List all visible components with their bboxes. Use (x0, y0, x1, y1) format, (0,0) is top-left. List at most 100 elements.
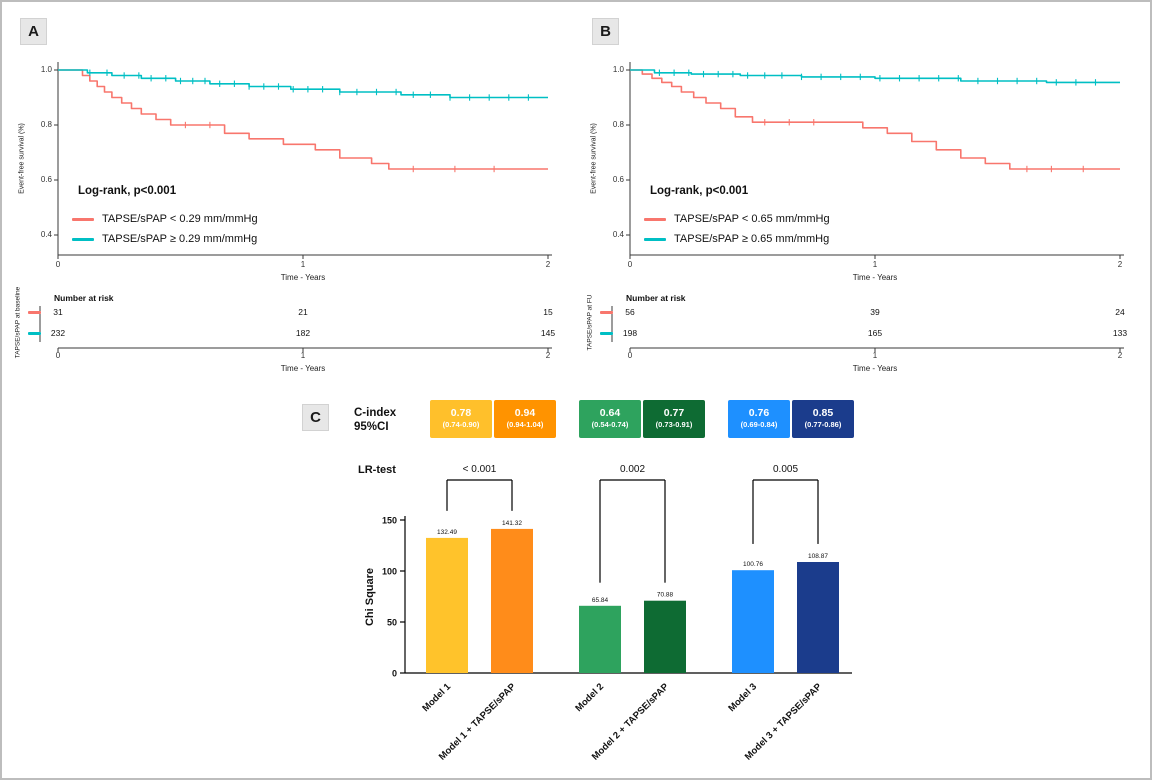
x-tick-label: 2 (1117, 260, 1123, 269)
panel-b-risk-title: Number at risk (626, 293, 686, 303)
svg-text:0: 0 (392, 669, 397, 679)
c-index-title-line1: C-index (354, 407, 397, 419)
x-tick-label: 1 (872, 260, 878, 269)
svg-text:Model 2 + TAPSE/sPAP: Model 2 + TAPSE/sPAP (590, 681, 672, 763)
legend-label: TAPSE/sPAP < 0.65 mm/mmHg (674, 213, 830, 225)
svg-text:0.005: 0.005 (773, 464, 798, 475)
legend-item: TAPSE/sPAP ≥ 0.29 mm/mmHg (72, 232, 258, 246)
panel-b-risk-axis-label: TAPSE/sPAP at FU (586, 294, 594, 351)
svg-text:108.87: 108.87 (808, 553, 828, 560)
c-index-ci: (0.74-0.90) (442, 420, 480, 429)
panel-a-x-axis-title: Time - Years (280, 273, 326, 282)
risk-x-tick-label: 2 (1117, 351, 1123, 360)
svg-text:70.88: 70.88 (657, 592, 674, 599)
y-tick-label: 1.0 (612, 65, 624, 74)
panel-b-y-axis-title: Event-free survival (%) (590, 123, 598, 194)
risk-count: 133 (1112, 328, 1128, 338)
panel-b-legend: TAPSE/sPAP < 0.65 mm/mmHg TAPSE/sPAP ≥ 0… (644, 212, 830, 246)
legend-line-swatch (72, 237, 94, 241)
panel-a-km-plot (39, 62, 552, 352)
c-index-box-model2: 0.64 (0.54-0.74) (579, 400, 641, 438)
legend-line-swatch (72, 217, 94, 221)
y-tick-label: 0.4 (612, 230, 624, 239)
panel-b: B Event-free survival (%) 1.0 0.8 0.6 0.… (582, 10, 1147, 384)
risk-count: 182 (295, 328, 311, 338)
risk-row-marker (600, 332, 613, 335)
c-index-ci: (0.94-1.04) (506, 420, 544, 429)
svg-text:Model 1 + TAPSE/sPAP: Model 1 + TAPSE/sPAP (437, 681, 519, 763)
y-tick-label: 0.8 (40, 120, 52, 129)
risk-count: 232 (50, 328, 66, 338)
c-index-value: 0.77 (663, 407, 685, 419)
panel-b-x-axis-title: Time - Years (852, 273, 898, 282)
svg-text:150: 150 (382, 516, 397, 526)
panel-a-risk-axis-label: TAPSE/sPAP at baseline (14, 286, 22, 359)
c-index-box-model3-tapse: 0.85 (0.77-0.86) (792, 400, 854, 438)
c-index-box-model1-tapse: 0.94 (0.94-1.04) (494, 400, 556, 438)
panel-c-bar-chart: 0 50 100 150 132.49 Model 1 141.32 Model 1 + TA… (382, 464, 852, 763)
c-index-ci: (0.69-0.84) (740, 420, 778, 429)
legend-item: TAPSE/sPAP < 0.65 mm/mmHg (644, 212, 830, 226)
y-tick-label: 0.6 (612, 175, 624, 184)
svg-text:Model 3 + TAPSE/sPAP: Model 3 + TAPSE/sPAP (743, 681, 825, 763)
legend-label: TAPSE/sPAP ≥ 0.29 mm/mmHg (102, 233, 258, 245)
svg-text:0.002: 0.002 (620, 464, 645, 475)
legend-item: TAPSE/sPAP ≥ 0.65 mm/mmHg (644, 232, 830, 246)
svg-text:65.84: 65.84 (592, 597, 609, 604)
c-index-title: C-index 95%CI (354, 406, 396, 434)
panel-a-risk-x-axis-title: Time - Years (280, 364, 326, 373)
c-index-value: 0.78 (450, 407, 472, 419)
y-tick-label: 0.8 (612, 120, 624, 129)
risk-x-tick-label: 2 (545, 351, 551, 360)
risk-row-marker (28, 311, 41, 314)
panel-a-risk-title: Number at risk (54, 293, 114, 303)
x-tick-label: 0 (55, 260, 61, 269)
risk-count: 24 (1115, 307, 1125, 317)
risk-count: 145 (540, 328, 556, 338)
c-index-title-line2: 95%CI (354, 421, 389, 433)
c-index-box-model3: 0.76 (0.69-0.84) (728, 400, 790, 438)
c-index-ci: (0.73-0.91) (655, 420, 693, 429)
panel-a-legend: TAPSE/sPAP < 0.29 mm/mmHg TAPSE/sPAP ≥ 0… (72, 212, 258, 246)
svg-text:132.49: 132.49 (437, 529, 457, 536)
svg-text:141.32: 141.32 (502, 520, 522, 527)
risk-row-marker (600, 311, 613, 314)
y-tick-label: 0.4 (40, 230, 52, 239)
legend-label: TAPSE/sPAP < 0.29 mm/mmHg (102, 213, 258, 225)
svg-text:Model 3: Model 3 (726, 681, 759, 714)
panel-b-risk-x-axis-title: Time - Years (852, 364, 898, 373)
risk-x-tick-label: 0 (55, 351, 61, 360)
y-tick-label: 1.0 (40, 65, 52, 74)
risk-count: 39 (870, 307, 880, 317)
panel-c: C C-index 95%CI 0.78 (0.74-0.90) 0.94 (0… (300, 392, 865, 778)
risk-x-tick-label: 0 (627, 351, 633, 360)
legend-line-swatch (644, 237, 666, 241)
risk-count: 15 (543, 307, 553, 317)
risk-count: 56 (625, 307, 635, 317)
c-index-ci: (0.77-0.86) (804, 420, 842, 429)
risk-x-tick-label: 1 (872, 351, 878, 360)
c-index-value: 0.76 (748, 407, 770, 419)
panel-a: A Event-free survival (%) 1.0 0.8 0.6 0.… (10, 10, 575, 384)
x-tick-label: 0 (627, 260, 633, 269)
panel-b-km-plot (611, 62, 1124, 352)
svg-text:100: 100 (382, 567, 397, 577)
risk-count: 198 (622, 328, 638, 338)
legend-label: TAPSE/sPAP ≥ 0.65 mm/mmHg (674, 233, 830, 245)
x-tick-label: 1 (300, 260, 306, 269)
c-index-ci: (0.54-0.74) (591, 420, 629, 429)
risk-count: 31 (53, 307, 63, 317)
panel-a-label: A (20, 18, 47, 45)
c-index-value: 0.94 (514, 407, 536, 419)
lr-test-label: LR-test (358, 464, 396, 476)
legend-line-swatch (644, 217, 666, 221)
risk-count: 21 (298, 307, 308, 317)
panel-b-logrank-annotation: Log-rank, p<0.001 (650, 185, 749, 197)
svg-text:50: 50 (387, 618, 397, 628)
svg-text:100.76: 100.76 (743, 561, 763, 568)
c-index-boxes: 0.78 (0.74-0.90) 0.94 (0.94-1.04) 0.64 (… (430, 400, 856, 438)
svg-text:Model 1: Model 1 (420, 681, 453, 714)
panel-b-label: B (592, 18, 619, 45)
panel-c-label: C (302, 404, 329, 431)
